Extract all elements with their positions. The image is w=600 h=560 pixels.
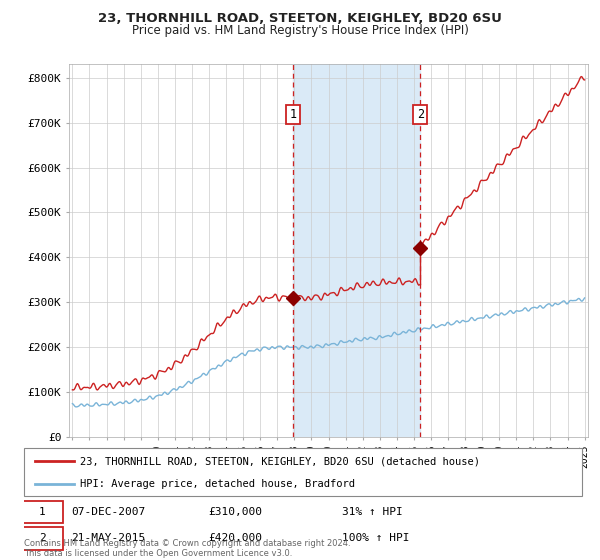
Text: 1: 1 — [39, 507, 46, 517]
Text: 2: 2 — [417, 108, 424, 121]
Text: 31% ↑ HPI: 31% ↑ HPI — [342, 507, 403, 517]
FancyBboxPatch shape — [21, 501, 63, 524]
Text: 1: 1 — [289, 108, 296, 121]
Text: HPI: Average price, detached house, Bradford: HPI: Average price, detached house, Brad… — [80, 479, 355, 489]
Text: 2: 2 — [39, 533, 46, 543]
Text: 23, THORNHILL ROAD, STEETON, KEIGHLEY, BD20 6SU (detached house): 23, THORNHILL ROAD, STEETON, KEIGHLEY, B… — [80, 456, 480, 466]
Text: Contains HM Land Registry data © Crown copyright and database right 2024.
This d: Contains HM Land Registry data © Crown c… — [24, 539, 350, 558]
Text: 07-DEC-2007: 07-DEC-2007 — [71, 507, 146, 517]
Text: 100% ↑ HPI: 100% ↑ HPI — [342, 533, 410, 543]
Text: 23, THORNHILL ROAD, STEETON, KEIGHLEY, BD20 6SU: 23, THORNHILL ROAD, STEETON, KEIGHLEY, B… — [98, 12, 502, 25]
Bar — [293, 64, 421, 437]
Text: 21-MAY-2015: 21-MAY-2015 — [71, 533, 146, 543]
Text: Price paid vs. HM Land Registry's House Price Index (HPI): Price paid vs. HM Land Registry's House … — [131, 24, 469, 36]
Text: £420,000: £420,000 — [208, 533, 262, 543]
Text: £310,000: £310,000 — [208, 507, 262, 517]
FancyBboxPatch shape — [21, 527, 63, 550]
